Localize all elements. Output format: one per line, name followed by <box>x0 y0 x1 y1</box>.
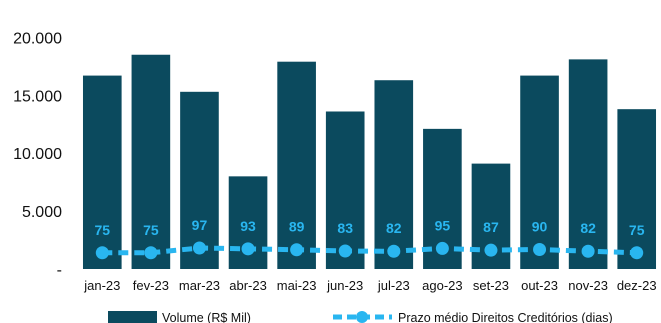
legend-label-volume: Volume (R$ Mil) <box>162 311 251 323</box>
line-point-prazo-medio <box>192 241 206 255</box>
bar-volume <box>520 75 559 269</box>
data-label-prazo-medio: 83 <box>337 220 353 236</box>
data-label-prazo-medio: 95 <box>435 217 451 233</box>
x-tick-label: jun-23 <box>326 278 363 293</box>
bar-volume <box>131 54 171 269</box>
bar-volume <box>617 109 657 269</box>
x-tick-label: out-23 <box>521 278 558 293</box>
data-label-prazo-medio: 75 <box>629 222 645 238</box>
line-prazo-medio <box>102 245 637 256</box>
x-tick-label: mar-23 <box>179 278 220 293</box>
data-label-prazo-medio: 97 <box>192 217 208 233</box>
bar-volume <box>82 75 122 269</box>
data-label-prazo-medio: 82 <box>386 220 402 236</box>
y-tick-label: 10.000 <box>13 146 62 163</box>
line-point-prazo-medio <box>338 244 352 258</box>
data-label-prazo-medio: 82 <box>580 220 596 236</box>
data-label-prazo-medio: 90 <box>532 219 548 235</box>
bar-volume <box>374 80 414 269</box>
x-tick-label: dez-23 <box>617 278 657 293</box>
x-tick-label: mai-23 <box>277 278 317 293</box>
line-point-prazo-medio <box>95 246 109 260</box>
x-tick-label: nov-23 <box>568 278 608 293</box>
x-tick-label: jul-23 <box>377 278 410 293</box>
data-label-prazo-medio: 75 <box>95 222 111 238</box>
line-point-prazo-medio <box>484 243 498 257</box>
bar-volume <box>180 91 219 269</box>
line-point-prazo-medio <box>435 241 449 255</box>
line-point-prazo-medio <box>533 243 547 257</box>
data-label-prazo-medio: 75 <box>143 222 159 238</box>
line-point-prazo-medio <box>581 244 595 258</box>
x-tick-label: fev-23 <box>133 278 169 293</box>
line-point-prazo-medio <box>290 243 304 257</box>
line-point-prazo-medio <box>241 242 255 256</box>
x-tick-label: jan-23 <box>83 278 120 293</box>
data-label-prazo-medio: 87 <box>483 219 499 235</box>
legend-label-prazo-medio: Prazo médio Direitos Creditórios (dias) <box>398 311 613 323</box>
x-tick-label: set-23 <box>473 278 509 293</box>
bar-volume <box>325 111 365 269</box>
y-tick-label: 20.000 <box>13 30 62 47</box>
line-point-prazo-medio <box>630 246 644 260</box>
data-label-prazo-medio: 89 <box>289 219 305 235</box>
legend-marker-prazo-medio <box>356 311 368 323</box>
line-point-prazo-medio <box>387 244 401 258</box>
x-tick-label: abr-23 <box>229 278 267 293</box>
bar-volume <box>277 61 316 269</box>
legend-swatch-volume <box>108 311 157 323</box>
y-tick-label: - <box>57 262 62 279</box>
bar-volume <box>568 59 608 270</box>
line-point-prazo-medio <box>144 246 158 260</box>
data-label-prazo-medio: 93 <box>240 218 256 234</box>
y-tick-label: 5.000 <box>22 204 62 221</box>
y-tick-label: 15.000 <box>13 88 62 105</box>
x-tick-label: ago-23 <box>422 278 462 293</box>
